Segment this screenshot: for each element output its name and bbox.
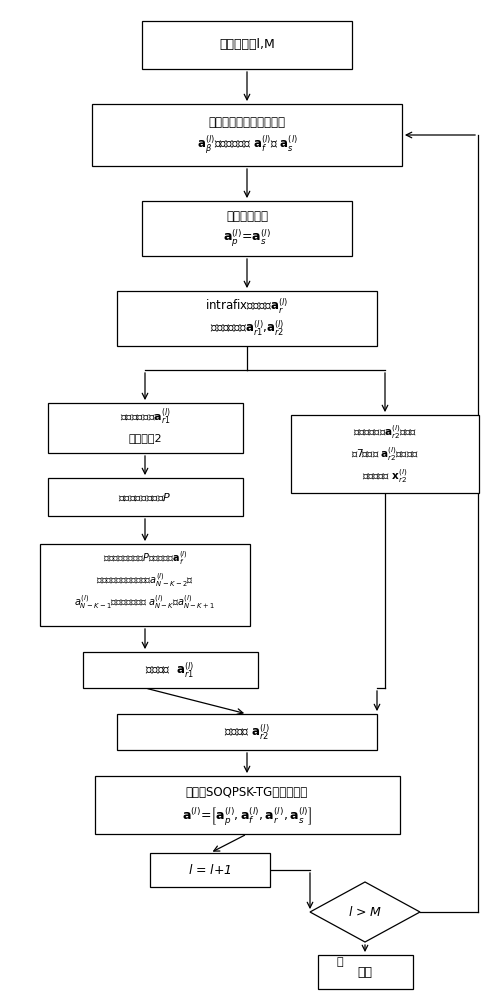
Text: 的长度为2: 的长度为2 xyxy=(128,433,162,443)
Text: 计算累积相位的值$P$: 计算累积相位的值$P$ xyxy=(118,491,172,503)
Text: 第一片段  $\mathbf{a}_{r1}^{(l)}$: 第一片段 $\mathbf{a}_{r1}^{(l)}$ xyxy=(145,660,195,680)
FancyBboxPatch shape xyxy=(318,955,412,989)
FancyBboxPatch shape xyxy=(150,853,270,887)
Text: 得到第二片段$\mathbf{a}_{r2}^{(l)}$的长度: 得到第二片段$\mathbf{a}_{r2}^{(l)}$的长度 xyxy=(353,423,417,441)
Text: 为7以及该 $\mathbf{a}_{r2}^{(l)}$预编码对: 为7以及该 $\mathbf{a}_{r2}^{(l)}$预编码对 xyxy=(351,445,419,463)
FancyBboxPatch shape xyxy=(291,415,479,493)
FancyBboxPatch shape xyxy=(142,200,352,255)
FancyBboxPatch shape xyxy=(47,403,243,453)
Text: $a_{N-K-1}^{(l)}$得到二进制符号 $a_{N-K}^{(l)}$和$a_{N-K+1}^{(l)}$: $a_{N-K-1}^{(l)}$得到二进制符号 $a_{N-K}^{(l)}$… xyxy=(75,593,215,611)
Text: 是: 是 xyxy=(337,957,343,967)
Polygon shape xyxy=(310,882,420,942)
Text: 构造的SOQPSK-TG信号数据块: 构造的SOQPSK-TG信号数据块 xyxy=(186,786,308,798)
Text: 第二片段 $\mathbf{a}_{r2}^{(l)}$: 第二片段 $\mathbf{a}_{r2}^{(l)}$ xyxy=(224,722,270,742)
FancyBboxPatch shape xyxy=(94,776,400,834)
FancyBboxPatch shape xyxy=(47,478,243,516)
Text: 应的三进制 $\mathbf{x}_{r2}^{(l)}$: 应的三进制 $\mathbf{x}_{r2}^{(l)}$ xyxy=(363,467,408,485)
FancyBboxPatch shape xyxy=(117,290,377,346)
Text: $l$ > $M$: $l$ > $M$ xyxy=(348,905,382,919)
Text: $\mathbf{a}^{(l)}$=$\left[\mathbf{a}_{p}^{(l)},\mathbf{a}_{f}^{(l)},\mathbf{a}_{: $\mathbf{a}^{(l)}$=$\left[\mathbf{a}_{p}… xyxy=(182,806,312,828)
FancyBboxPatch shape xyxy=(117,714,377,750)
Text: $\mathbf{a}_{\beta}^{(l)}$分成两个子块 $\mathbf{a}_{f}^{(l)}$和 $\mathbf{a}_{s}^{(l)}$: $\mathbf{a}_{\beta}^{(l)}$分成两个子块 $\mathb… xyxy=(197,134,297,156)
Text: 中的最后两个二进制符号$a_{N-K-2}^{(l)}$和: 中的最后两个二进制符号$a_{N-K-2}^{(l)}$和 xyxy=(96,571,194,589)
Text: 分成两个片段$\mathbf{a}_{r1}^{(l)}$,$\mathbf{a}_{r2}^{(l)}$: 分成两个片段$\mathbf{a}_{r1}^{(l)}$,$\mathbf{a… xyxy=(210,318,284,338)
Text: 结束: 结束 xyxy=(358,966,372,978)
FancyBboxPatch shape xyxy=(92,104,402,166)
Text: 初始化参数l,M: 初始化参数l,M xyxy=(219,38,275,51)
Text: intrafix符号片段$\mathbf{a}_{r}^{(l)}$: intrafix符号片段$\mathbf{a}_{r}^{(l)}$ xyxy=(206,296,288,316)
Text: 确定循环前缀: 确定循环前缀 xyxy=(226,210,268,223)
Text: 根据累积相位的值$P$和第一子块$\mathbf{a}_{f}^{(l)}$: 根据累积相位的值$P$和第一子块$\mathbf{a}_{f}^{(l)}$ xyxy=(103,549,187,567)
FancyBboxPatch shape xyxy=(82,652,257,688)
FancyBboxPatch shape xyxy=(142,21,352,69)
Text: $\mathbf{a}_{p}^{(l)}$=$\mathbf{a}_{s}^{(l)}$: $\mathbf{a}_{p}^{(l)}$=$\mathbf{a}_{s}^{… xyxy=(223,227,271,249)
Text: 得到第一片段$\mathbf{a}_{r1}^{(l)}$: 得到第一片段$\mathbf{a}_{r1}^{(l)}$ xyxy=(120,407,170,427)
FancyBboxPatch shape xyxy=(40,544,250,626)
Text: $l$ = $l$+1: $l$ = $l$+1 xyxy=(188,863,232,877)
Text: 随机产生二进制符号序列: 随机产生二进制符号序列 xyxy=(208,116,286,129)
